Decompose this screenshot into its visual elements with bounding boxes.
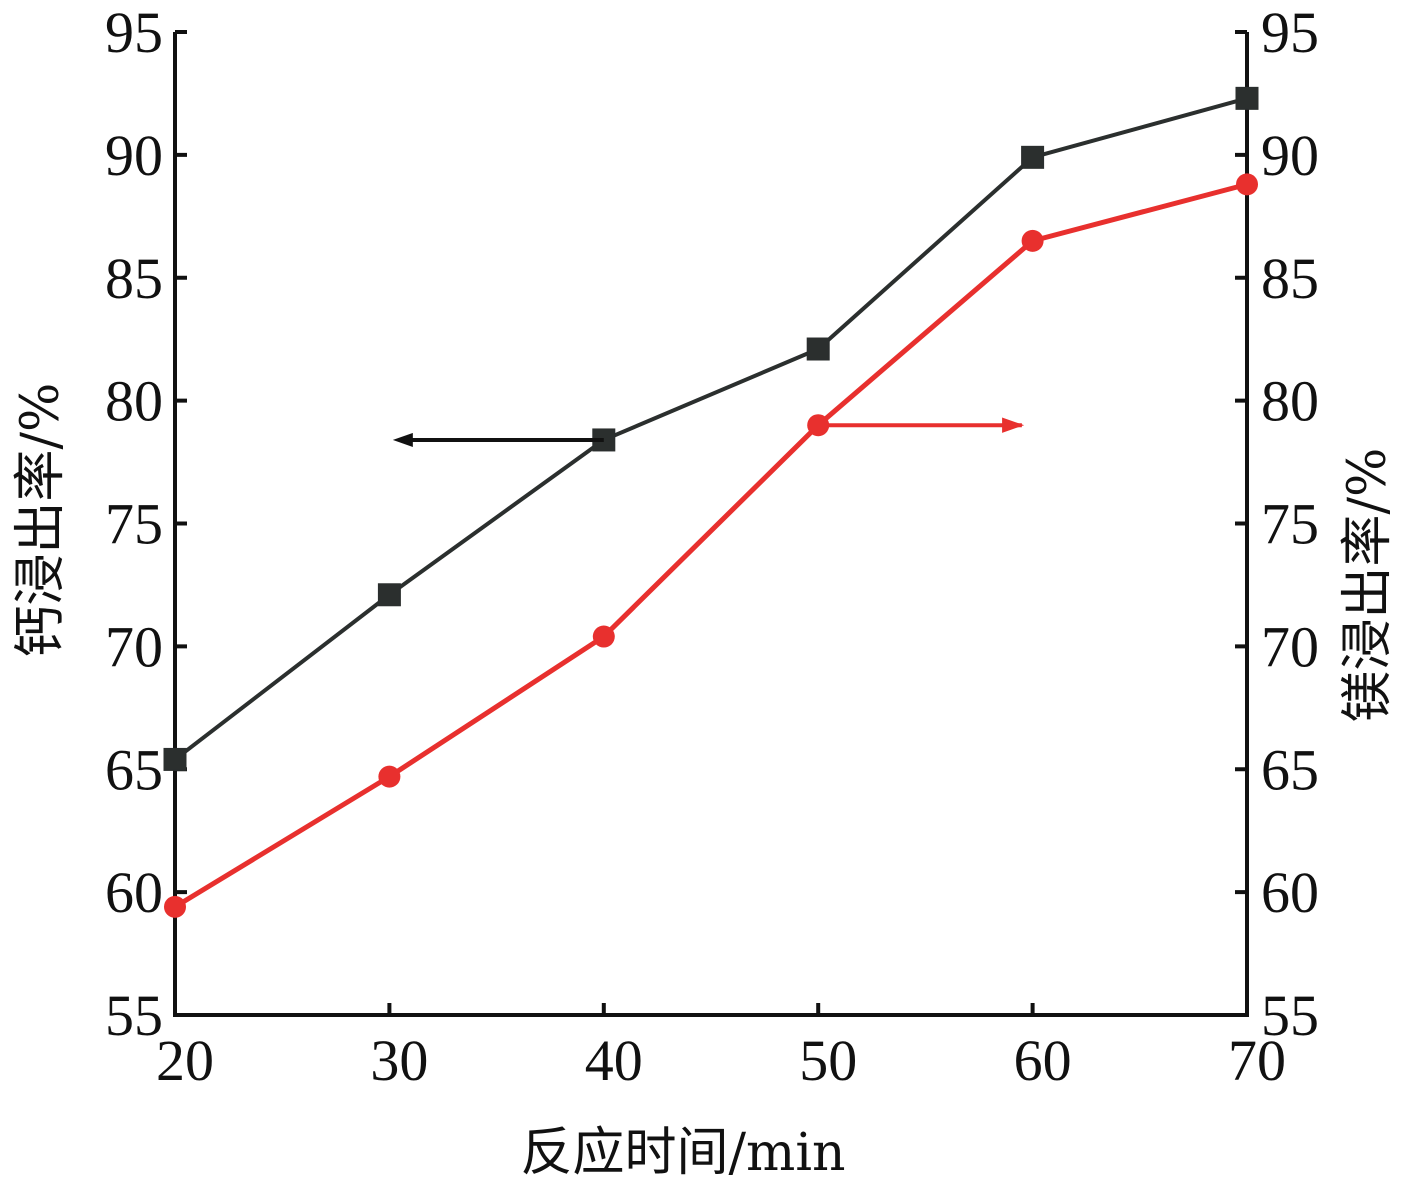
y-tick-left-label: 70	[105, 614, 163, 679]
y-tick-right-label: 90	[1261, 123, 1319, 188]
data-point-circle	[1236, 173, 1258, 196]
data-point-square	[377, 583, 401, 607]
data-point-square	[163, 747, 187, 771]
y-tick-left-label: 85	[105, 246, 163, 311]
y-tick-left-label: 95	[105, 0, 163, 65]
data-point-circle	[378, 765, 401, 788]
x-axis-title: 反应时间/min	[521, 1123, 846, 1181]
data-point-circle	[1021, 229, 1044, 252]
x-tick-label: 50	[799, 1028, 857, 1093]
x-tick-label: 60	[1014, 1028, 1072, 1093]
y-tick-left-label: 80	[105, 369, 163, 434]
y-tick-left-label: 65	[105, 737, 163, 802]
y-tick-right-label: 60	[1261, 860, 1319, 925]
data-point-circle	[164, 895, 186, 918]
y-tick-right-label: 75	[1261, 492, 1319, 557]
axes-layer	[173, 32, 1249, 1017]
y-axis-right-title: 镁浸出率/%	[1338, 448, 1398, 723]
data-point-circle	[592, 625, 615, 648]
data-point-square	[1021, 145, 1045, 169]
y-tick-left-label: 55	[105, 983, 163, 1048]
y-tick-left-label: 90	[105, 123, 163, 188]
y-axis-left-title: 钙浸出率/%	[11, 383, 71, 658]
y-tick-right-label: 95	[1261, 0, 1319, 65]
series-layer	[163, 86, 1259, 918]
y-tick-right-label: 55	[1261, 983, 1319, 1048]
y-tick-right-label: 80	[1261, 369, 1319, 434]
y-tick-right-label: 70	[1261, 614, 1319, 679]
y-tick-left-label: 75	[105, 492, 163, 557]
data-point-square	[1235, 86, 1259, 110]
series-line-left-axis	[173, 96, 1248, 762]
annotation-layer	[392, 417, 1025, 447]
x-tick-label: 70	[1228, 1028, 1286, 1093]
series-line-right-axis	[173, 181, 1248, 910]
ticks-layer: 55 55 60 60 65 65 70 70 75 75 80 80 85 85 90 90 95 95 20 30…	[105, 0, 1319, 1093]
x-tick-label: 30	[370, 1028, 428, 1093]
x-tick-label: 20	[156, 1028, 214, 1093]
y-tick-left-label: 60	[105, 860, 163, 925]
data-point-square	[806, 337, 830, 361]
y-tick-right-label: 65	[1261, 737, 1319, 802]
x-tick-label: 40	[585, 1028, 643, 1093]
y-tick-right-label: 85	[1261, 246, 1319, 311]
